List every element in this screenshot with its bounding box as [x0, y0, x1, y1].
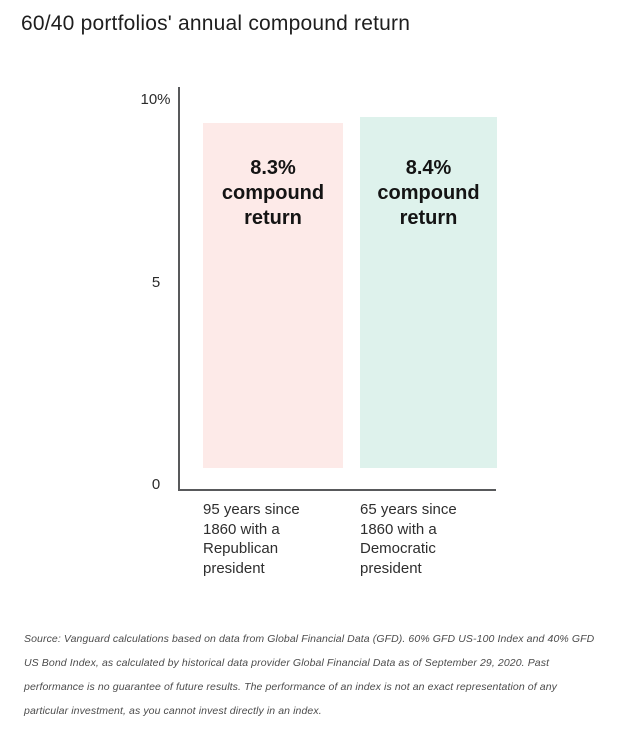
- x-axis-line: [178, 489, 496, 491]
- y-tick-label-5: 5: [151, 274, 161, 291]
- y-tick-label-0: 0: [151, 476, 161, 493]
- source-note-line-4: particular investment, as you cannot inv…: [24, 705, 322, 717]
- category-label-republican: 95 years since 1860 with a Republican pr…: [203, 501, 300, 577]
- bar-republican: [203, 123, 343, 468]
- category-label-democratic: 65 years since 1860 with a Democratic pr…: [360, 501, 457, 577]
- source-note-line-1: Source: Vanguard calculations based on d…: [24, 633, 595, 645]
- y-axis-line: [178, 87, 180, 491]
- source-note-line-3: performance is no guarantee of future re…: [24, 681, 557, 693]
- bar-value-label-democratic: 8.4% compound return: [377, 157, 480, 229]
- bar-value-label-republican: 8.3% compound return: [221, 157, 325, 229]
- y-tick-label-10: 10%: [140, 91, 171, 108]
- bar-democratic: [360, 117, 497, 468]
- chart-title: 60/40 portfolios' annual compound return: [21, 12, 411, 35]
- source-note-line-2: US Bond Index, as calculated by historic…: [24, 657, 550, 669]
